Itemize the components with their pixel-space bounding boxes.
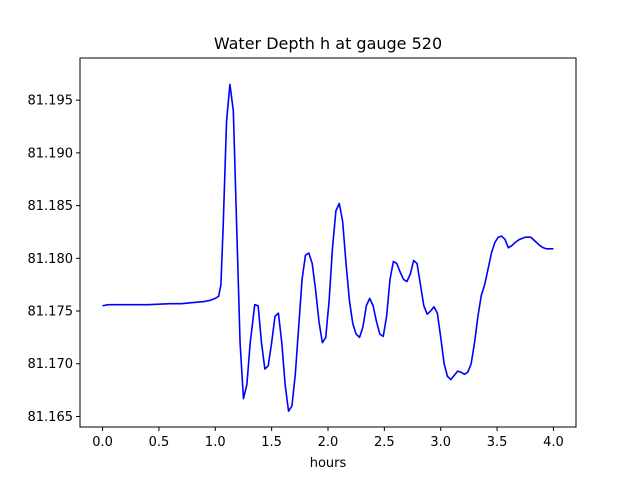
y-tick-label: 81.170 [28, 357, 74, 372]
series-line-gauge-520 [102, 83, 554, 412]
x-tick-label: 3.0 [430, 435, 451, 450]
y-axis: 81.165 81.170 81.175 81.180 81.185 81.190 81.1… [28, 94, 80, 425]
x-axis: 0.0 0.5 1.0 1.5 2.0 2.5 3.0 3.5 4.0 [92, 427, 564, 450]
x-tick-label: 0.5 [149, 435, 170, 450]
chart-title: Water Depth h at gauge 520 [214, 34, 442, 53]
x-tick-label: 2.0 [318, 435, 339, 450]
x-tick-label: 4.0 [543, 435, 564, 450]
x-tick-label: 1.0 [205, 435, 226, 450]
x-tick-label: 3.5 [487, 435, 508, 450]
x-tick-label: 0.0 [92, 435, 113, 450]
x-tick-label: 1.5 [261, 435, 282, 450]
y-tick-label: 81.190 [28, 146, 74, 161]
y-tick-label: 81.175 [28, 305, 74, 320]
x-axis-label: hours [310, 456, 347, 471]
y-tick-label: 81.195 [28, 94, 74, 109]
y-tick-label: 81.180 [28, 252, 74, 267]
x-tick-label: 2.5 [374, 435, 395, 450]
y-tick-label: 81.165 [28, 410, 74, 425]
y-tick-label: 81.185 [28, 199, 74, 214]
